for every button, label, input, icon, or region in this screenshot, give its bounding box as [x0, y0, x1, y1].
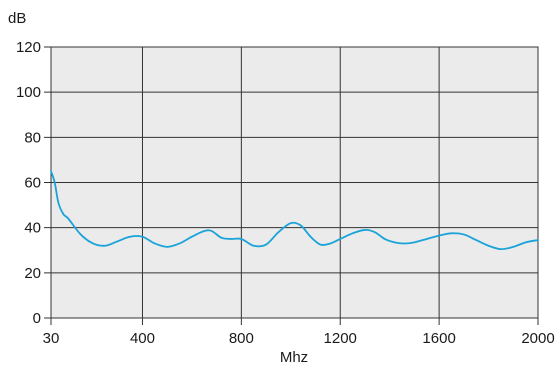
- x-tick-label: 1200: [324, 330, 357, 347]
- x-tick-label: 1600: [422, 330, 455, 347]
- y-axis-label: dB: [8, 10, 26, 27]
- x-tick-label: 400: [130, 330, 155, 347]
- y-tick-label: 60: [24, 175, 41, 192]
- y-tick-label: 0: [33, 310, 41, 327]
- x-tick-label: 30: [43, 330, 60, 347]
- y-tick-label: 20: [24, 265, 41, 282]
- plot-frame: [50, 46, 539, 319]
- y-tick-label: 120: [16, 39, 41, 56]
- x-tick-label: 800: [229, 330, 254, 347]
- y-tick-label: 40: [24, 220, 41, 237]
- y-tick-label: 80: [24, 129, 41, 146]
- x-axis-label: Mhz: [280, 349, 308, 366]
- series-line: [50, 170, 539, 251]
- y-tick-label: 100: [16, 84, 41, 101]
- x-tick-label: 2000: [521, 330, 554, 347]
